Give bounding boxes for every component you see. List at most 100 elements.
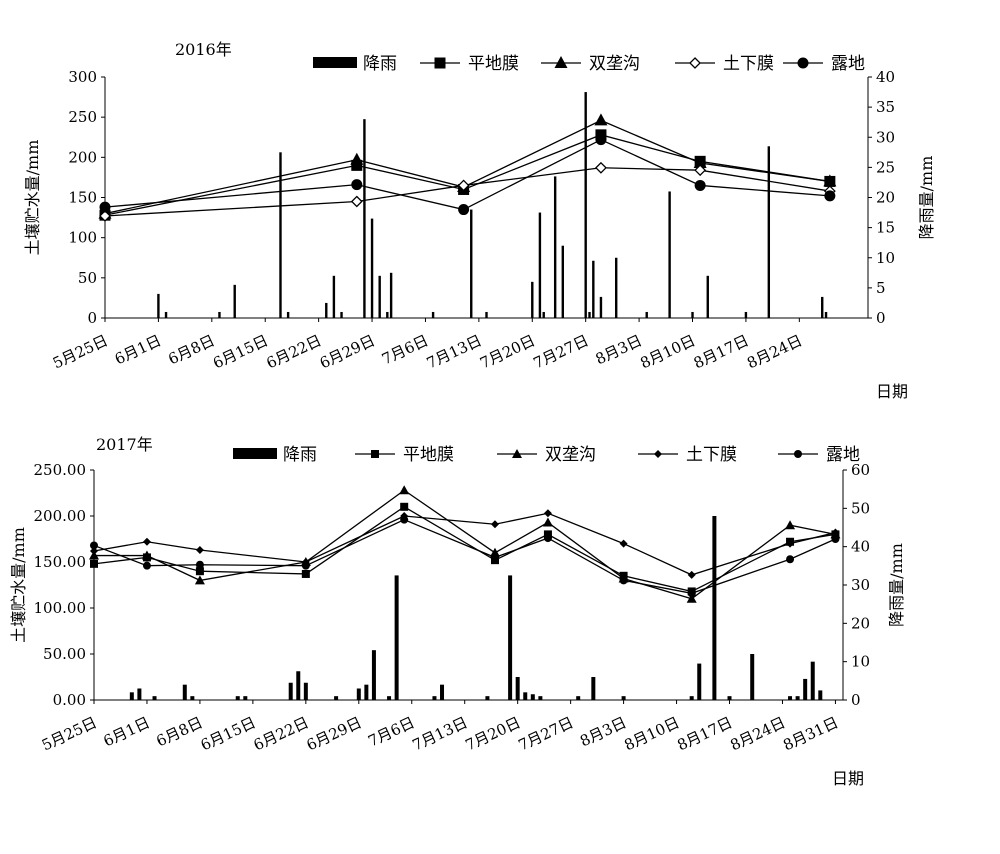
left-tick-label: 0 [87, 309, 97, 327]
series-1-point [350, 152, 364, 165]
rain-bar [235, 696, 240, 700]
left-tick-label: 150 [68, 189, 97, 207]
rain-bar [523, 692, 528, 700]
rain-bar [233, 284, 236, 318]
rain-bar [821, 296, 824, 318]
legend-label: 平地膜 [403, 445, 454, 465]
x-tick-label: 7月13日 [410, 713, 471, 754]
legend-label: 降雨 [363, 54, 397, 74]
rain-bar [531, 281, 534, 318]
right-tick-label: 20 [851, 614, 870, 632]
left-tick-label: 200.00 [34, 507, 87, 525]
x-tick-label: 8月24日 [727, 713, 788, 754]
series-1-point [686, 593, 697, 603]
series-0-point [301, 569, 310, 578]
rain-bar [767, 146, 771, 318]
legend-marker [434, 57, 446, 69]
rain-bar [356, 688, 361, 700]
series-1-point [693, 155, 707, 168]
series-line-2 [104, 167, 830, 217]
rain-bar [340, 311, 343, 318]
y-right-axis-label: 降雨量/mm [887, 543, 906, 627]
legend-rain-swatch [233, 448, 277, 459]
x-tick-label: 6月15日 [210, 331, 271, 372]
rain-bar [370, 218, 374, 318]
chart-2017: 0.00 50.00 100.00 150.00 200.00 250.00 0 10 20 30… [9, 435, 906, 788]
x-tick-label: 8月10日 [637, 331, 698, 372]
rain-bar [750, 654, 755, 700]
series-0-point [351, 159, 363, 171]
legend-rain-swatch [313, 57, 357, 68]
x-tick-label: 7月27日 [516, 713, 577, 754]
legend-label: 露地 [826, 445, 860, 465]
x-tick-label: 7月20日 [477, 331, 538, 372]
left-tick-label: 0.00 [53, 691, 86, 709]
series-line-3 [93, 518, 836, 594]
rain-bar [599, 296, 603, 318]
x-axis-label: 日期 [832, 769, 864, 788]
rain-bar [364, 684, 369, 700]
rain-bar [530, 694, 535, 700]
series-2-point [786, 539, 795, 548]
rain-bar [387, 696, 392, 700]
series-line-2 [93, 512, 836, 576]
left-tick-label: 100 [68, 229, 97, 247]
x-tick-label: 8月17日 [691, 331, 752, 372]
legend-label: 土下膜 [723, 54, 774, 74]
left-tick-label: 100.00 [34, 599, 87, 617]
chart-title: 2016年 [175, 40, 232, 59]
rain-bar [584, 92, 587, 318]
x-tick-label: 6月29日 [304, 713, 365, 754]
series-1-point [141, 550, 152, 560]
rain-bar [788, 696, 793, 700]
rain-bar [538, 696, 543, 700]
right-tick-label: 40 [851, 538, 870, 556]
series-3-point [824, 190, 836, 202]
rain-bar [824, 311, 828, 318]
rain-bar [378, 275, 381, 318]
series-0-point [400, 502, 409, 511]
chart-title: 2017年 [96, 435, 153, 454]
series-2-point [457, 179, 470, 192]
rain-bar [164, 311, 168, 318]
left-tick-label: 250 [68, 108, 97, 126]
series-3-point [400, 515, 409, 524]
right-tick-label: 10 [851, 653, 870, 671]
rain-bar [389, 272, 393, 318]
rain-bar [592, 260, 595, 318]
legend: 降雨 平地膜 双垄沟 土下膜 露地 [233, 445, 860, 465]
legend-marker [797, 57, 809, 69]
series-2-point [195, 546, 204, 555]
x-tick-label: 8月3日 [577, 713, 629, 750]
series-2-point [543, 509, 552, 518]
right-tick-label: 30 [876, 128, 895, 146]
rain-bar [386, 311, 389, 318]
rain-bar [508, 575, 513, 700]
x-tick-label: 5月25日 [50, 331, 111, 372]
rain-bar [218, 311, 221, 318]
right-tick-label: 60 [851, 461, 870, 479]
rain-bar [279, 152, 282, 318]
rain-bar [668, 191, 671, 318]
rain-bar [485, 696, 490, 700]
rain-bar [157, 293, 160, 318]
series-3-point [90, 541, 98, 550]
rain-bar [485, 311, 488, 318]
right-tick-label: 40 [876, 68, 895, 86]
x-tick-label: 6月1日 [101, 713, 153, 750]
series-3-point [195, 560, 204, 569]
series-3-point [694, 179, 706, 191]
left-tick-label: 50.00 [43, 645, 86, 663]
right-tick-label: 35 [876, 98, 895, 116]
legend-label: 降雨 [283, 445, 317, 465]
rain-bar [810, 661, 815, 700]
series-3-point [786, 555, 795, 564]
rain-bar [371, 650, 376, 700]
rain-bar [691, 311, 694, 318]
rain-bar [129, 692, 134, 700]
x-tick-label: 7月6日 [379, 331, 431, 368]
series-3-point [142, 561, 151, 570]
left-tick-label: 50 [78, 269, 97, 287]
rain-bar [296, 671, 301, 700]
series-2-point [490, 520, 499, 529]
